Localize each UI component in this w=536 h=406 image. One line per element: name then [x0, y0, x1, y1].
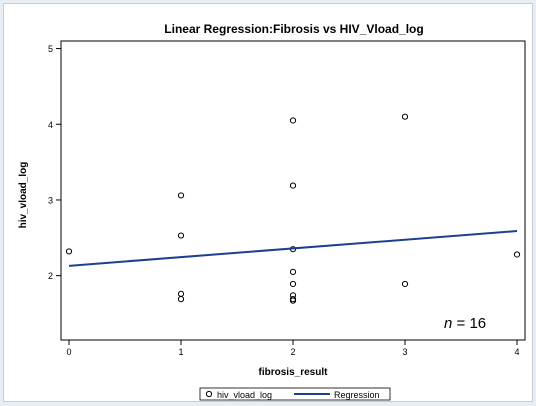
annotation-text: = 16 — [452, 315, 486, 332]
x-tick-label: 3 — [402, 347, 407, 357]
regression-line — [68, 230, 518, 267]
y-axis-label: hiv_vload_log — [18, 162, 29, 229]
data-point — [289, 268, 297, 275]
data-point — [401, 280, 409, 288]
x-axis: 0 1 2 3 4 — [66, 340, 520, 357]
regression-layer — [68, 230, 518, 267]
legend-marker-icon — [205, 390, 213, 398]
y-tick-label: 2 — [48, 271, 53, 281]
data-point — [289, 280, 297, 288]
legend-label-regression: Regression — [334, 390, 380, 400]
y-axis: 2 3 4 5 — [48, 44, 61, 281]
legend-label-scatter: hiv_vload_log — [217, 390, 272, 400]
y-tick-label: 5 — [48, 44, 53, 54]
x-axis-label: fibrosis_result — [259, 367, 329, 378]
x-tick-label: 1 — [178, 347, 183, 357]
x-tick-label: 4 — [514, 347, 519, 357]
data-point — [401, 113, 409, 120]
plot-area — [60, 40, 526, 341]
annotation-prefix: n — [444, 315, 452, 332]
legend: hiv_vload_log Regression — [199, 387, 391, 401]
sample-size-annotation: n = 16 — [444, 315, 486, 332]
data-point — [289, 182, 297, 189]
x-tick-label: 0 — [66, 347, 71, 357]
data-points — [65, 113, 521, 304]
y-tick-label: 4 — [48, 120, 53, 130]
y-tick-label: 3 — [48, 195, 53, 205]
chart-panel: Linear Regression:Fibrosis vs HIV_Vload_… — [3, 3, 533, 402]
chart-title: Linear Regression:Fibrosis vs HIV_Vload_… — [164, 22, 423, 36]
x-tick-label: 2 — [290, 347, 295, 357]
data-point — [289, 297, 297, 304]
scatter-chart: Linear Regression:Fibrosis vs HIV_Vload_… — [18, 22, 526, 401]
data-point — [65, 248, 73, 255]
data-point — [513, 251, 521, 258]
data-point — [289, 117, 297, 124]
data-point — [177, 232, 185, 239]
data-point — [177, 192, 185, 199]
data-point — [177, 296, 185, 303]
